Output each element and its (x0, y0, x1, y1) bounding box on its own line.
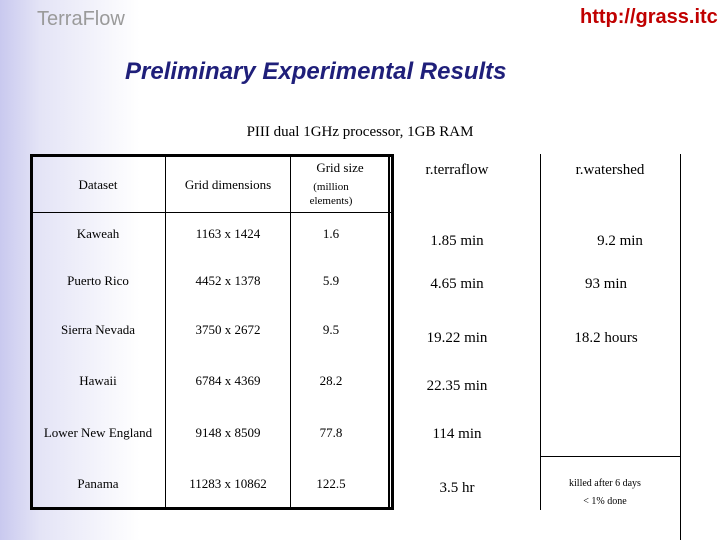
table-cell-watershed: killed after 6 days (569, 478, 641, 489)
table-cell-dataset: Kaweah (76, 226, 120, 241)
table-cell-watershed: 18.2 hours (574, 330, 638, 346)
table-cell-terraflow: 1.85 min (430, 233, 484, 249)
table-cell-dims: 6784 x 4369 (195, 373, 261, 388)
table-cell-dataset: Lower New England (43, 425, 153, 440)
table-cell-terraflow: 19.22 min (426, 330, 488, 346)
table-cell-size: 1.6 (322, 226, 340, 241)
table-cell-dims: 3750 x 2672 (195, 322, 261, 337)
table-cell-dataset: Puerto Rico (67, 273, 129, 288)
table-cell-terraflow: 114 min (432, 426, 482, 442)
table-cell-terraflow: 4.65 min (430, 276, 484, 292)
table-divider (165, 154, 166, 510)
table-cell-dims: 11283 x 10862 (189, 476, 267, 491)
column-header-dataset: Dataset (78, 177, 118, 192)
column-header-grid-dimensions: Grid dimensions (184, 177, 272, 192)
table-cell-size: 5.9 (322, 273, 340, 288)
table-cell-size: 122.5 (316, 476, 346, 491)
column-header-grid-size: Grid size (316, 160, 364, 175)
column-header-grid-size-unit: elements) (309, 195, 353, 207)
slide-subtitle: PIII dual 1GHz processor, 1GB RAM (246, 124, 474, 140)
column-header-watershed: r.watershed (575, 162, 645, 178)
column-header-grid-size-unit: (million (313, 181, 349, 193)
table-cell-dataset: Sierra Nevada (61, 322, 135, 337)
table-divider (680, 154, 681, 540)
table-cell-dataset: Hawaii (79, 373, 117, 388)
table-cell-dims: 1163 x 1424 (195, 226, 261, 241)
column-header-terraflow: r.terraflow (425, 162, 489, 178)
table-cell-watershed-note: < 1% done (583, 496, 627, 507)
table-divider (388, 154, 390, 510)
table-cell-terraflow: 3.5 hr (439, 480, 475, 496)
brand-logo-text: TerraFlow (37, 8, 125, 30)
table-cell-terraflow: 22.35 min (426, 378, 488, 394)
table-header-divider (30, 212, 391, 213)
table-divider (540, 154, 541, 510)
table-cell-dims: 9148 x 8509 (195, 425, 261, 440)
header-url: http://grass.itc (580, 6, 718, 28)
table-cell-watershed: 9.2 min (597, 233, 643, 249)
table-divider (290, 154, 291, 510)
results-table-frame (30, 154, 394, 510)
table-cell-size: 28.2 (319, 373, 343, 388)
table-cell-dims: 4452 x 1378 (195, 273, 261, 288)
table-cell-watershed: 93 min (584, 276, 628, 292)
table-cell-border (540, 456, 680, 457)
table-cell-size: 77.8 (319, 425, 343, 440)
table-cell-size: 9.5 (322, 322, 340, 337)
table-cell-dataset: Panama (77, 476, 119, 491)
slide-title: Preliminary Experimental Results (125, 58, 507, 85)
